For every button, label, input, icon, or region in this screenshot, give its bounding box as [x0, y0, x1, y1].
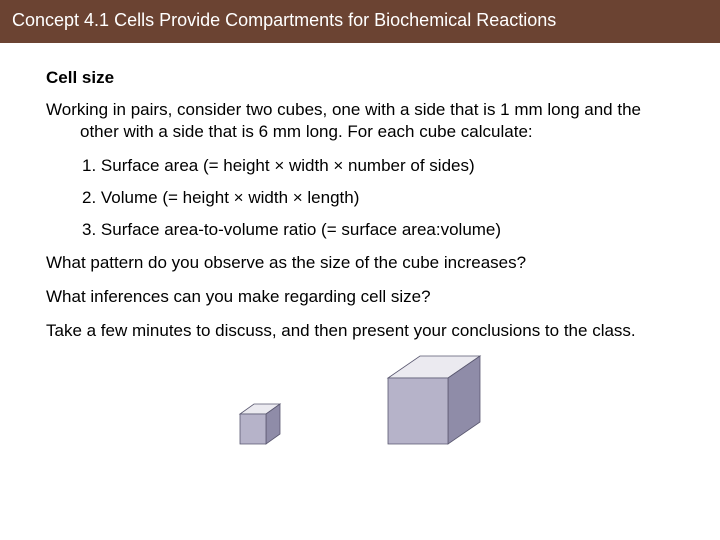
question-1: What pattern do you observe as the size …: [46, 252, 674, 274]
content-title: Cell size: [46, 67, 674, 89]
list-item: 3. Surface area-to-volume ratio (= surfa…: [46, 219, 674, 241]
question-2: What inferences can you make regarding c…: [46, 286, 674, 308]
small-cube-icon: [236, 402, 284, 446]
list-item: 1. Surface area (= height × width × numb…: [46, 155, 674, 177]
cubes-illustration: [46, 354, 674, 446]
large-cube-icon: [384, 354, 484, 446]
slide-header: Concept 4.1 Cells Provide Compartments f…: [0, 0, 720, 43]
slide-content: Cell size Working in pairs, consider two…: [0, 43, 720, 446]
list-item: 2. Volume (= height × width × length): [46, 187, 674, 209]
closing-paragraph: Take a few minutes to discuss, and then …: [46, 320, 674, 342]
intro-paragraph: Working in pairs, consider two cubes, on…: [46, 99, 674, 143]
header-text: Concept 4.1 Cells Provide Compartments f…: [12, 10, 556, 30]
